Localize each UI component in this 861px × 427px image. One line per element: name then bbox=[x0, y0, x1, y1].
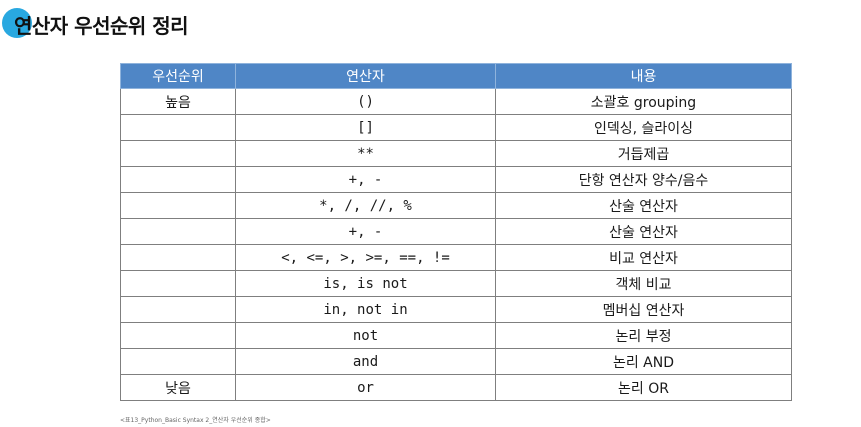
table-header-row: 우선순위 연산자 내용 bbox=[120, 63, 792, 89]
rank-cell bbox=[120, 192, 236, 219]
description-cell: 인덱싱, 슬라이싱 bbox=[495, 114, 792, 141]
page-title: 연산자 우선순위 정리 bbox=[14, 14, 189, 38]
operator-cell: or bbox=[235, 374, 496, 401]
operator-cell: ** bbox=[235, 140, 496, 167]
rank-cell bbox=[120, 114, 236, 141]
description-cell: 논리 OR bbox=[495, 374, 792, 401]
description-cell: 소괄호 grouping bbox=[495, 88, 792, 115]
table-row: +, - 산술 연산자 bbox=[120, 218, 792, 245]
rank-cell bbox=[120, 166, 236, 193]
header-rank: 우선순위 bbox=[120, 63, 236, 89]
operator-cell: in, not in bbox=[235, 296, 496, 323]
operator-cell: <, <=, >, >=, ==, != bbox=[235, 244, 496, 271]
table-row: ** 거듭제곱 bbox=[120, 140, 792, 167]
operator-cell: not bbox=[235, 322, 496, 349]
description-cell: 거듭제곱 bbox=[495, 140, 792, 167]
table-row: 높음() 소괄호 grouping bbox=[120, 88, 792, 115]
table-body: 높음() 소괄호 grouping[] 인덱싱, 슬라이싱 ** 거듭제곱 +, - 단항 … bbox=[120, 88, 792, 401]
header-operator: 연산자 bbox=[235, 63, 496, 89]
header-description: 내용 bbox=[495, 63, 792, 89]
rank-cell bbox=[120, 140, 236, 167]
rank-cell bbox=[120, 348, 236, 375]
rank-cell bbox=[120, 322, 236, 349]
operator-cell: +, - bbox=[235, 166, 496, 193]
rank-cell bbox=[120, 296, 236, 323]
table-row: 낮음 or 논리 OR bbox=[120, 374, 792, 401]
operator-precedence-table: 우선순위 연산자 내용 높음() 소괄호 grouping[] 인덱싱, 슬라이싱 *… bbox=[120, 63, 792, 401]
operator-cell: () bbox=[235, 88, 496, 115]
operator-cell: and bbox=[235, 348, 496, 375]
rank-cell bbox=[120, 270, 236, 297]
description-cell: 비교 연산자 bbox=[495, 244, 792, 271]
description-cell: 산술 연산자 bbox=[495, 192, 792, 219]
operator-cell: is, is not bbox=[235, 270, 496, 297]
table-caption: <표13_Python_Basic Syntax 2_연산자 우선순위 종합> bbox=[120, 417, 271, 424]
table-row: <, <=, >, >=, ==, != 비교 연산자 bbox=[120, 244, 792, 271]
rank-cell bbox=[120, 218, 236, 245]
description-cell: 산술 연산자 bbox=[495, 218, 792, 245]
description-cell: 멤버십 연산자 bbox=[495, 296, 792, 323]
title-bullet-icon bbox=[2, 8, 32, 38]
table-row: in, not in 멤버십 연산자 bbox=[120, 296, 792, 323]
table-row: +, - 단항 연산자 양수/음수 bbox=[120, 166, 792, 193]
rank-cell: 높음 bbox=[120, 88, 236, 115]
table-row: and 논리 AND bbox=[120, 348, 792, 375]
description-cell: 단항 연산자 양수/음수 bbox=[495, 166, 792, 193]
description-cell: 논리 부정 bbox=[495, 322, 792, 349]
description-cell: 객체 비교 bbox=[495, 270, 792, 297]
rank-cell: 낮음 bbox=[120, 374, 236, 401]
table-row: is, is not 객체 비교 bbox=[120, 270, 792, 297]
table-row: *, /, //, % 산술 연산자 bbox=[120, 192, 792, 219]
operator-cell: [] bbox=[235, 114, 496, 141]
table-row: not 논리 부정 bbox=[120, 322, 792, 349]
operator-cell: *, /, //, % bbox=[235, 192, 496, 219]
table-row: [] 인덱싱, 슬라이싱 bbox=[120, 114, 792, 141]
rank-cell bbox=[120, 244, 236, 271]
operator-cell: +, - bbox=[235, 218, 496, 245]
description-cell: 논리 AND bbox=[495, 348, 792, 375]
